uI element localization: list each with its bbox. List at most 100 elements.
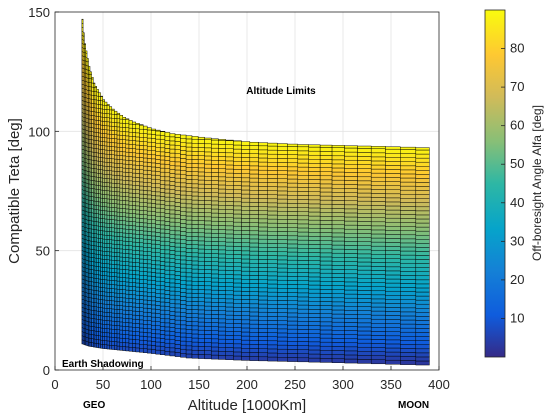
heatmap-cell (125, 208, 130, 214)
heatmap-cell (277, 271, 288, 277)
heatmap-cell (185, 313, 193, 318)
heatmap-cell (125, 143, 130, 149)
heatmap-cell (135, 262, 140, 267)
heatmap-cell (344, 301, 358, 307)
heatmap-cell (106, 287, 110, 293)
heatmap-cell (159, 297, 166, 303)
heatmap-cell (344, 342, 358, 348)
heatmap-cell (225, 266, 234, 271)
heatmap-cell (357, 172, 372, 178)
heatmap-cell (122, 204, 127, 209)
heatmap-cell (191, 354, 199, 359)
heatmap-cell (119, 195, 123, 201)
heatmap-cell (185, 219, 193, 225)
heatmap-cell (267, 182, 278, 187)
heatmap-cell (319, 309, 333, 314)
heatmap-cell (218, 298, 226, 303)
heatmap-cell (106, 304, 110, 309)
heatmap-cell (91, 220, 94, 226)
heatmap-cell (385, 254, 401, 259)
heatmap-cell (109, 106, 113, 111)
heatmap-cell (225, 193, 234, 198)
heatmap-cell (125, 180, 130, 185)
heatmap-cell (125, 257, 130, 262)
heatmap-cell (319, 163, 333, 168)
heatmap-cell (225, 282, 234, 287)
heatmap-cell (94, 286, 97, 291)
heatmap-cell (415, 324, 430, 329)
heatmap-cell (225, 237, 234, 243)
heatmap-cell (267, 263, 278, 268)
heatmap-cell (93, 261, 96, 267)
heatmap-cell (400, 246, 417, 252)
heatmap-cell (146, 166, 152, 171)
heatmap-cell (100, 177, 103, 183)
heatmap-cell (180, 154, 187, 159)
heatmap-cell (155, 228, 161, 233)
heatmap-cell (151, 333, 156, 338)
heatmap-cell (111, 276, 115, 281)
heatmap-cell (93, 172, 96, 177)
heatmap-cell (258, 328, 268, 333)
heatmap-cell (370, 156, 386, 162)
heatmap-cell (155, 297, 161, 302)
heatmap-cell (139, 258, 144, 264)
heatmap-cell (204, 204, 212, 209)
heatmap-cell (100, 283, 103, 288)
heatmap-cell (164, 314, 171, 320)
heatmap-cell (104, 287, 108, 293)
heatmap-cell (180, 263, 187, 269)
heatmap-cell (174, 169, 181, 175)
heatmap-cell (204, 313, 212, 319)
heatmap-cell (277, 352, 288, 358)
heatmap-cell (102, 324, 106, 329)
heatmap-cell (225, 180, 234, 186)
heatmap-cell (128, 136, 133, 141)
heatmap-cell (132, 172, 137, 178)
heatmap-cell (233, 152, 242, 158)
heatmap-cell (164, 298, 171, 303)
heatmap-cell (151, 256, 156, 261)
heatmap-cell (98, 136, 101, 142)
heatmap-cell (111, 304, 115, 310)
heatmap-cell (94, 282, 97, 287)
heatmap-cell (100, 287, 103, 292)
heatmap-cell (258, 320, 268, 325)
heatmap-cell (116, 276, 121, 282)
heatmap-cell (98, 286, 101, 292)
heatmap-cell (100, 137, 103, 142)
heatmap-cell (122, 293, 127, 299)
heatmap-cell (96, 306, 99, 312)
heatmap-cell (185, 195, 193, 201)
heatmap-cell (109, 292, 113, 297)
heatmap-cell (119, 333, 123, 339)
heatmap-cell (111, 312, 115, 318)
heatmap-cell (211, 285, 219, 291)
heatmap-cell (357, 359, 372, 364)
heatmap-cell (93, 139, 96, 145)
heatmap-cell (102, 234, 106, 240)
heatmap-cell (142, 234, 148, 240)
heatmap-cell (385, 270, 401, 276)
heatmap-cell (93, 156, 96, 161)
heatmap-cell (119, 341, 123, 347)
heatmap-cell (258, 206, 268, 211)
heatmap-cell (91, 180, 94, 185)
heatmap-cell (104, 101, 108, 106)
heatmap-cell (122, 244, 127, 250)
heatmap-cell (241, 201, 251, 207)
heatmap-cell (218, 330, 226, 336)
heatmap-cell (116, 130, 121, 136)
heatmap-cell (319, 212, 333, 217)
heatmap-cell (319, 191, 333, 197)
heatmap-cell (109, 198, 113, 204)
heatmap-cell (370, 347, 386, 352)
heatmap-cell (357, 241, 372, 246)
heatmap-cell (100, 303, 103, 308)
heatmap-cell (86, 187, 89, 192)
heatmap-cell (297, 195, 309, 200)
heatmap-cell (211, 310, 219, 315)
heatmap-cell (357, 257, 372, 263)
heatmap-cell (122, 220, 127, 226)
heatmap-cell (319, 285, 333, 290)
